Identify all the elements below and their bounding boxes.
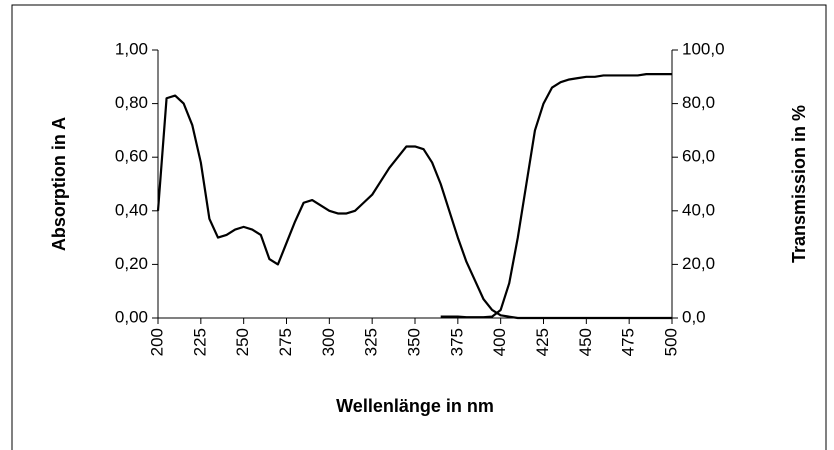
x-tick-label: 300	[319, 328, 338, 356]
x-tick-label: 275	[276, 328, 295, 356]
x-tick-label: 500	[661, 328, 680, 356]
x-tick-label: 325	[362, 328, 381, 356]
x-tick-label: 375	[447, 328, 466, 356]
frame	[11, 4, 827, 450]
y2-tick-label: 0,0	[682, 307, 706, 326]
y-tick-label: 0,40	[115, 200, 148, 219]
x-tick-label: 475	[619, 328, 638, 356]
y2-tick-label: 80,0	[682, 93, 715, 112]
x-tick-label: 425	[533, 328, 552, 356]
x-axis-label: Wellenlänge in nm	[336, 396, 494, 416]
y-tick-label: 0,80	[115, 93, 148, 112]
x-tick-label: 400	[490, 328, 509, 356]
x-tick-label: 200	[147, 328, 166, 356]
x-tick-label: 250	[233, 328, 252, 356]
y-axis-label: Absorption in A	[49, 117, 69, 251]
line	[440, 73, 672, 319]
line	[156, 94, 672, 320]
y2-axis-label: Transmission in %	[789, 105, 809, 263]
y-tick-label: 0,20	[115, 254, 148, 273]
y2-tick-label: 60,0	[682, 147, 715, 166]
x-tick-label: 350	[404, 328, 423, 356]
x-tick-label: 450	[576, 328, 595, 356]
y-tick-label: 1,00	[115, 39, 148, 58]
y2-tick-label: 40,0	[682, 200, 715, 219]
y-tick-label: 0,60	[115, 147, 148, 166]
y2-tick-label: 100,0	[682, 39, 725, 58]
x-tick-label: 225	[190, 328, 209, 356]
y-tick-label: 0,00	[115, 307, 148, 326]
y2-tick-label: 20,0	[682, 254, 715, 273]
